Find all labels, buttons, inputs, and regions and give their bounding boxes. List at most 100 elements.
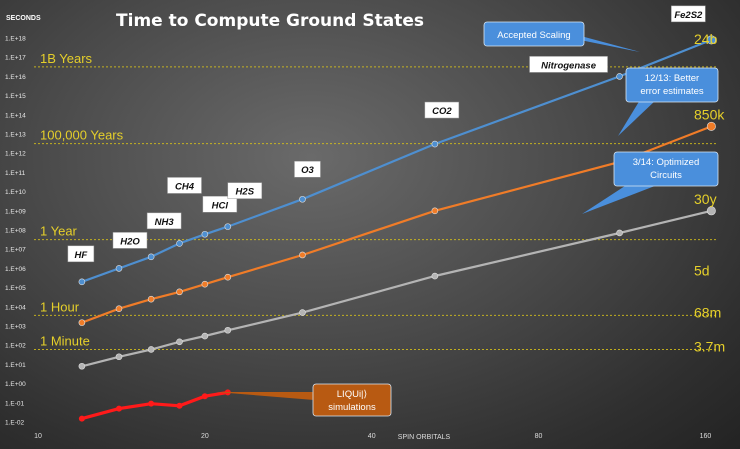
- molecule-label-text: HCl: [212, 200, 229, 211]
- series-line: [81, 390, 229, 421]
- y-tick-label: 1.E+03: [5, 324, 26, 331]
- molecule-label-text: H2S: [236, 187, 255, 198]
- molecule-label-box: [202, 196, 238, 213]
- data-point: [706, 206, 716, 216]
- callout-pointer: [216, 392, 314, 400]
- molecule-label-text: H2O: [120, 236, 140, 247]
- data-point: [201, 332, 209, 340]
- y-tick-label: 1.E+09: [5, 208, 26, 215]
- callout-pointer: [566, 32, 640, 52]
- molecule-label-box: [671, 5, 706, 23]
- data-point: [78, 415, 85, 422]
- callout-text: 3/14: Optimized: [633, 157, 700, 168]
- callout-text: LIQUi|⟩: [337, 389, 368, 400]
- x-tick-label: 160: [700, 433, 712, 440]
- callout-text: simulations: [328, 402, 376, 413]
- axis-ticks: 1.E-02 1.E-01 1.E+00 1.E+01 1.E+02 1.E+03 1.E+…: [5, 36, 711, 441]
- callout-box: [613, 151, 719, 187]
- y-tick-label: 1.E+06: [5, 266, 26, 273]
- molecule-label-text: O3: [301, 165, 314, 176]
- series-line: [81, 125, 712, 324]
- molecule-labels: HF H2O NH3 CH4 HCl H2S O3 CO2 Nitrogenase Fe2S2: [67, 5, 706, 263]
- y-tick-label: 1.E+17: [5, 55, 26, 62]
- data-point: [616, 229, 623, 237]
- molecule-label: O3: [294, 160, 321, 178]
- data-point: [431, 207, 439, 215]
- callout-box: [312, 383, 392, 417]
- data-point: [299, 309, 306, 316]
- y-tick-label: 1.E+12: [5, 151, 26, 158]
- series-end-label: 24b: [694, 31, 718, 47]
- data-point: [176, 338, 183, 346]
- y-tick-label: 1.E+11: [5, 170, 26, 177]
- data-point: [176, 288, 183, 296]
- data-point: [224, 273, 232, 281]
- data-point: [431, 140, 439, 148]
- reference-line-label: 100,000 Years: [40, 128, 124, 143]
- molecule-label: Fe2S2: [671, 5, 706, 23]
- data-point: [201, 230, 209, 238]
- data-point: [224, 326, 232, 334]
- data-point: [78, 319, 86, 326]
- molecule-label-box: [294, 160, 321, 178]
- data-point: [201, 280, 209, 288]
- callout-text: Circuits: [650, 170, 682, 181]
- molecule-label-box: [112, 232, 148, 249]
- callout: 12/13: Better error estimates: [618, 67, 719, 136]
- molecule-label-box: [227, 182, 263, 199]
- data-point: [78, 278, 86, 286]
- callout-text: Accepted Scaling: [497, 30, 570, 41]
- y-tick-label: 1.E+02: [5, 343, 26, 350]
- y-tick-label: 1.E+16: [5, 74, 26, 81]
- x-tick-label: 20: [201, 433, 209, 440]
- callout-pointer: [582, 184, 660, 214]
- molecule-label: HCl: [202, 196, 238, 213]
- molecule-label: CO2: [424, 101, 460, 119]
- chart-title: Time to Compute Ground States: [116, 11, 424, 31]
- callout: 3/14: Optimized Circuits: [582, 151, 719, 214]
- y-tick-label: 1.E+01: [5, 362, 26, 369]
- y-tick-label: 1.E-01: [5, 400, 25, 407]
- callout-box: [483, 21, 585, 47]
- data-point: [176, 240, 183, 247]
- data-point: [148, 400, 155, 407]
- data-point: [224, 223, 232, 230]
- molecule-label-box: [529, 56, 608, 73]
- molecule-label-text: HF: [75, 250, 88, 261]
- series-end-label: 30y: [694, 191, 717, 207]
- y-tick-label: 1.E-02: [5, 420, 25, 427]
- data-point: [147, 346, 155, 353]
- molecule-label: CH4: [167, 177, 202, 194]
- molecule-label-box: [67, 245, 95, 263]
- molecule-label-text: Nitrogenase: [541, 60, 597, 71]
- callout: LIQUi|⟩ simulations: [216, 383, 392, 417]
- molecule-label-box: [167, 177, 202, 194]
- y-tick-label: 1.E+18: [5, 36, 26, 43]
- data-series: 24b 850k 30y 5d 68m 3.7m: [78, 31, 725, 422]
- molecule-label-text: Fe2S2: [674, 10, 703, 21]
- data-point: [706, 121, 716, 131]
- data-point: [706, 35, 716, 45]
- data-point: [147, 253, 155, 261]
- callout: Accepted Scaling: [483, 21, 640, 52]
- y-tick-label: 1.E+15: [5, 93, 26, 100]
- molecule-label-text: NH3: [155, 217, 175, 228]
- y-tick-label: 1.E+13: [5, 132, 26, 139]
- y-tick-label: 1.E+10: [5, 189, 26, 196]
- x-tick-label: 10: [34, 433, 42, 440]
- reference-line-label: 1 Year: [40, 224, 78, 239]
- right-time-label: 68m: [694, 304, 721, 320]
- data-point: [299, 195, 306, 203]
- x-tick-label: 40: [368, 433, 376, 440]
- callouts: Accepted Scaling 12/13: Better error estim…: [216, 21, 719, 417]
- y-tick-label: 1.E+00: [5, 381, 26, 388]
- data-point: [201, 393, 208, 400]
- data-point: [115, 305, 123, 312]
- molecule-label: HF: [67, 245, 95, 263]
- x-axis-label: SPIN ORBITALS: [398, 434, 451, 441]
- callout-pointer: [618, 100, 656, 136]
- molecule-label: Nitrogenase: [529, 56, 608, 73]
- callout-text: 12/13: Better: [645, 73, 699, 84]
- y-axis-label: SECONDS: [6, 15, 41, 22]
